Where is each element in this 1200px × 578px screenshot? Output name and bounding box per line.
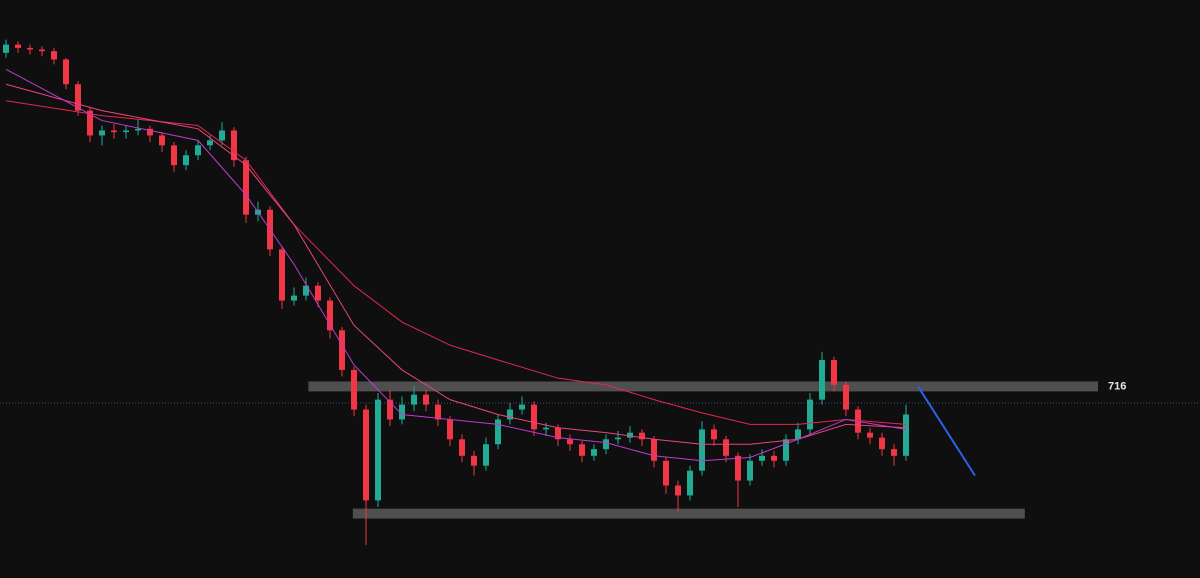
candle-body (831, 360, 837, 385)
candle-body (135, 128, 141, 131)
candle-body (159, 135, 165, 146)
candle-body (891, 449, 897, 456)
candle-body (3, 44, 9, 53)
candle-body (123, 130, 129, 133)
candle-body (711, 429, 717, 440)
candle-body (567, 439, 573, 445)
candle-body (363, 409, 369, 501)
candle-body (279, 249, 285, 301)
candle-body (147, 128, 153, 136)
candle-body (195, 145, 201, 156)
candle-body (243, 160, 249, 215)
candle-body (15, 44, 21, 48)
candle-body (675, 485, 681, 496)
zone (308, 381, 1098, 392)
candle-body (399, 404, 405, 420)
candle-body (723, 439, 729, 456)
candle-body (387, 399, 393, 420)
candle-body (591, 449, 597, 456)
candle-body (867, 432, 873, 438)
candle-body (447, 419, 453, 440)
candle-body (219, 130, 225, 141)
candle-body (291, 295, 297, 301)
candle-body (663, 460, 669, 486)
candle-body (507, 409, 513, 420)
zone (352, 508, 1025, 519)
candle-body (435, 404, 441, 420)
candle-body (411, 394, 417, 405)
candle-body (483, 444, 489, 466)
moving-average (5, 68, 907, 462)
candle-body (735, 455, 741, 481)
candle-body (471, 455, 477, 466)
candle-body (75, 84, 81, 111)
candle-body (795, 429, 801, 440)
candle-body (747, 460, 753, 481)
candle-body (231, 130, 237, 161)
candle-body (579, 444, 585, 456)
zone-label: 716 (1108, 380, 1126, 392)
candle-body (879, 437, 885, 450)
candle-body (111, 130, 117, 133)
candle-body (615, 437, 621, 440)
candle-body (699, 429, 705, 471)
candle-body (519, 404, 525, 410)
candle-body (351, 369, 357, 410)
candle-body (555, 427, 561, 440)
candle-body (459, 439, 465, 456)
candle-body (375, 399, 381, 501)
moving-average (5, 83, 907, 445)
candle-body (171, 145, 177, 166)
candle-body (651, 439, 657, 461)
candle-body (759, 455, 765, 461)
candle-body (495, 419, 501, 445)
candle-body (843, 384, 849, 410)
candle-body (63, 59, 69, 85)
candle-body (903, 414, 909, 456)
projection-line (917, 385, 976, 477)
candle-body (303, 285, 309, 296)
candle-body (39, 49, 45, 52)
candle-body (207, 140, 213, 146)
candle-body (315, 285, 321, 301)
candle-body (531, 404, 537, 430)
candle-body (423, 394, 429, 405)
candle-body (339, 330, 345, 370)
candle-body (87, 110, 93, 136)
candle-body (543, 427, 549, 430)
moving-average (5, 100, 907, 425)
candle-body (603, 439, 609, 450)
candle-body (639, 432, 645, 440)
candle-body (27, 47, 33, 50)
candle-body (807, 399, 813, 430)
candle-body (99, 130, 105, 136)
candle-body (51, 51, 57, 60)
candle-body (687, 470, 693, 496)
candle-body (783, 439, 789, 461)
candle-body (771, 455, 777, 461)
candle-body (819, 360, 825, 400)
candle-body (627, 432, 633, 438)
candle-body (183, 155, 189, 166)
candle-body (327, 300, 333, 331)
